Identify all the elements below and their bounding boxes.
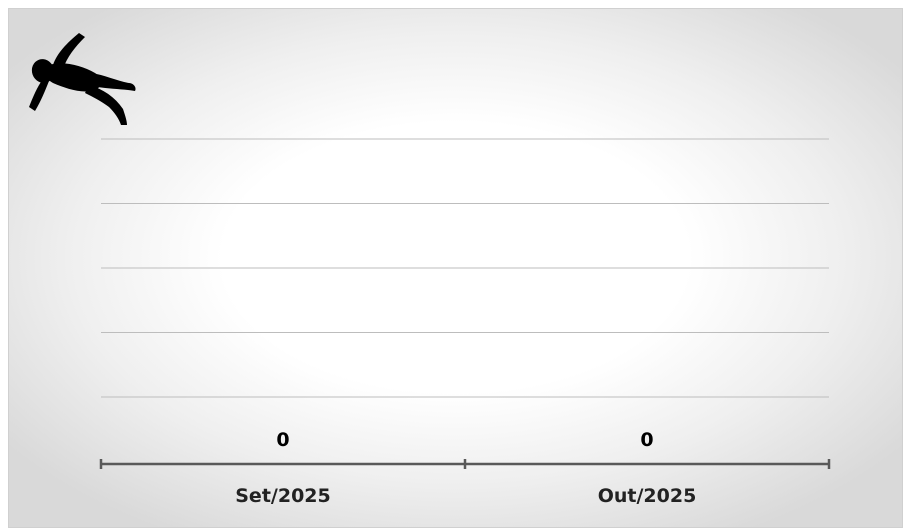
data-label: 0 bbox=[276, 429, 289, 451]
fallen-person-icon bbox=[29, 33, 136, 125]
data-label: 0 bbox=[640, 429, 653, 451]
category-label: Out/2025 bbox=[598, 485, 697, 507]
category-label: Set/2025 bbox=[235, 485, 330, 507]
category-labels: Set/2025 Out/2025 bbox=[235, 485, 696, 507]
x-axis bbox=[99, 459, 831, 469]
gridlines bbox=[101, 138, 829, 398]
